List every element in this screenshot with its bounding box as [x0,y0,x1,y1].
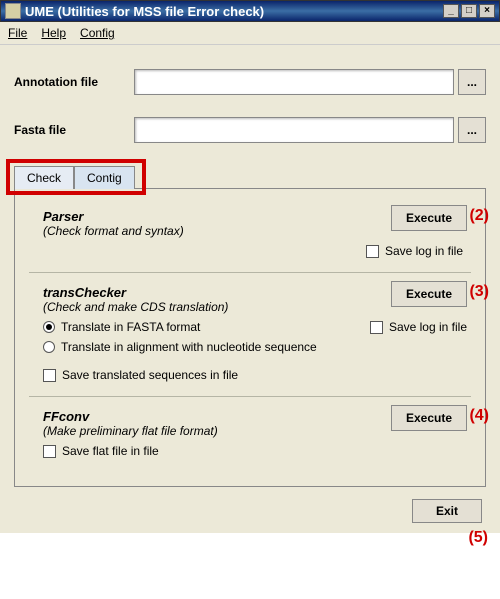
tabs-container: Check Contig Parser (Check format and sy… [14,165,486,487]
tab-body: Parser (Check format and syntax) Execute… [14,188,486,487]
parser-savelog-checkbox[interactable] [366,245,379,258]
window-controls: _ □ × [443,4,495,18]
app-icon [5,3,21,19]
transchecker-execute-button[interactable]: Execute [391,281,467,307]
section-transchecker: transChecker (Check and make CDS transla… [29,273,471,397]
ffconv-execute-button[interactable]: Execute [391,405,467,431]
parser-execute-button[interactable]: Execute [391,205,467,231]
radio-fasta-row: Translate in FASTA format [43,320,360,334]
save-flat-row: Save flat file in file [43,444,467,458]
fasta-file-input[interactable] [134,117,454,143]
bottom-bar: Exit (5) [14,487,486,527]
callout-3: (3) [469,283,489,301]
tab-contig[interactable]: Contig [74,166,135,189]
transchecker-savelog-row: Save log in file [370,320,467,334]
tab-strip: Check Contig [14,166,486,189]
close-button[interactable]: × [479,4,495,18]
menubar: File Help Config [0,22,500,45]
fasta-file-label: Fasta file [14,123,134,137]
annotation-browse-button[interactable]: ... [458,69,486,95]
section-parser: Parser (Check format and syntax) Execute… [29,197,471,273]
save-flat-label: Save flat file in file [62,444,159,458]
window-title: UME (Utilities for MSS file Error check) [25,4,443,19]
parser-savelog-label: Save log in file [385,244,463,258]
minimize-button[interactable]: _ [443,4,459,18]
callout-4: (4) [469,407,489,425]
save-translated-label: Save translated sequences in file [62,368,238,382]
transchecker-savelog-checkbox[interactable] [370,321,383,334]
radio-translate-fasta[interactable] [43,321,55,333]
callout-5: (5) [468,529,488,547]
radio-align-row: Translate in alignment with nucleotide s… [43,340,360,354]
save-translated-checkbox[interactable] [43,369,56,382]
radio-translate-alignment-label: Translate in alignment with nucleotide s… [61,340,317,354]
menu-config[interactable]: Config [80,26,115,40]
annotation-file-input[interactable] [134,69,454,95]
window-titlebar: UME (Utilities for MSS file Error check)… [0,0,500,22]
parser-savelog-row: Save log in file [43,244,463,258]
annotation-file-row: Annotation file ... [14,69,486,95]
save-flat-checkbox[interactable] [43,445,56,458]
fasta-browse-button[interactable]: ... [458,117,486,143]
fasta-file-row: Fasta file ... [14,117,486,143]
callout-2: (2) [469,207,489,225]
save-seq-row: Save translated sequences in file [43,368,467,382]
radio-translate-fasta-label: Translate in FASTA format [61,320,200,334]
section-ffconv: FFconv (Make preliminary flat file forma… [29,397,471,472]
maximize-button[interactable]: □ [461,4,477,18]
main-panel: Annotation file ... (1) Fasta file ... C… [0,45,500,533]
menu-file[interactable]: File [8,26,27,40]
tab-check[interactable]: Check [14,166,74,189]
exit-button[interactable]: Exit [412,499,482,523]
annotation-file-label: Annotation file [14,75,134,89]
menu-help[interactable]: Help [41,26,66,40]
transchecker-savelog-label: Save log in file [389,320,467,334]
radio-translate-alignment[interactable] [43,341,55,353]
